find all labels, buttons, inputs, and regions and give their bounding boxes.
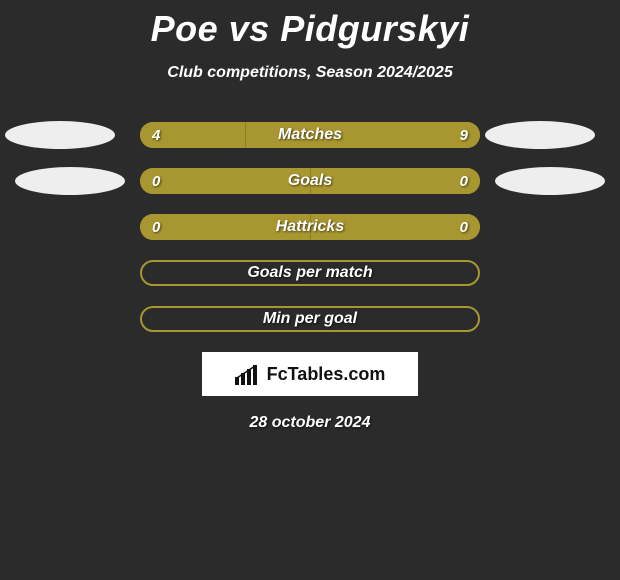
logo-text-main: FcTables [267,364,344,384]
comparison-stage: Matches49Goals00Hattricks00Goals per mat… [0,122,620,432]
logo-box: FcTables.com [202,352,418,396]
logo-text-suffix: .com [343,364,385,384]
bars-icon [235,363,261,385]
stat-bar: Matches4 9 [140,122,480,148]
stat-bar-label: Matches [140,122,480,148]
avatar-left-1 [5,121,115,149]
page-subtitle: Club competitions, Season 2024/2025 [0,64,620,82]
stat-bar-label: Hattricks [140,214,480,240]
stat-bar-value-right: 0 [460,168,468,194]
page-title: Poe vs Pidgurskyi [0,0,620,50]
stat-bar: Goals per match [140,260,480,286]
avatar-right-2 [495,167,605,195]
stat-bar-value-right: 9 [460,122,468,148]
logo-text: FcTables.com [267,364,386,385]
stat-bar-label: Goals per match [142,262,478,284]
stat-bar: Hattricks0 0 [140,214,480,240]
stat-bar-value-left: 0 [152,214,160,240]
stat-bar: Min per goal [140,306,480,332]
date-line: 28 october 2024 [0,414,620,432]
stat-bar-value-left: 4 [152,122,160,148]
stat-bar-value-left: 0 [152,168,160,194]
stat-bar-label: Min per goal [142,308,478,330]
avatar-right-1 [485,121,595,149]
avatar-left-2 [15,167,125,195]
stat-bar: Goals0 0 [140,168,480,194]
stat-bar-value-right: 0 [460,214,468,240]
stat-bar-label: Goals [140,168,480,194]
bars-container: Matches49Goals00Hattricks00Goals per mat… [140,122,480,332]
